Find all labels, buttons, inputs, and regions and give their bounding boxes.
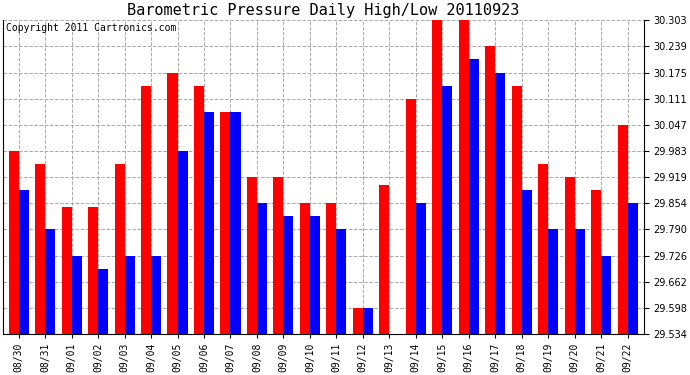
Bar (564, 177, 575, 334)
Bar (61, 207, 72, 334)
Bar (310, 216, 320, 334)
Bar (72, 255, 81, 334)
Bar (442, 86, 453, 334)
Bar (538, 164, 548, 334)
Bar (469, 60, 479, 334)
Bar (618, 125, 628, 334)
Bar (220, 112, 230, 334)
Bar (601, 255, 611, 334)
Bar (88, 207, 98, 334)
Bar (168, 72, 177, 334)
Bar (591, 190, 601, 334)
Bar (19, 190, 29, 334)
Bar (257, 203, 267, 334)
Bar (353, 308, 363, 334)
Bar (35, 164, 45, 334)
Bar (8, 151, 19, 334)
Bar (337, 230, 346, 334)
Bar (416, 203, 426, 334)
Bar (45, 230, 55, 334)
Bar (273, 177, 284, 334)
Title: Barometric Pressure Daily High/Low 20110923: Barometric Pressure Daily High/Low 20110… (127, 3, 520, 18)
Bar (141, 86, 151, 334)
Bar (300, 203, 310, 334)
Bar (151, 255, 161, 334)
Bar (380, 184, 389, 334)
Bar (230, 112, 241, 334)
Bar (326, 203, 337, 334)
Bar (548, 230, 558, 334)
Bar (485, 46, 495, 334)
Bar (98, 268, 108, 334)
Bar (495, 72, 505, 334)
Bar (284, 216, 293, 334)
Bar (247, 177, 257, 334)
Bar (522, 190, 532, 334)
Bar (575, 230, 584, 334)
Bar (459, 20, 469, 334)
Bar (194, 86, 204, 334)
Text: Copyright 2011 Cartronics.com: Copyright 2011 Cartronics.com (6, 24, 177, 33)
Bar (432, 20, 442, 334)
Bar (628, 203, 638, 334)
Bar (406, 99, 416, 334)
Bar (204, 112, 214, 334)
Bar (512, 86, 522, 334)
Bar (115, 164, 125, 334)
Bar (125, 255, 135, 334)
Bar (363, 308, 373, 334)
Bar (177, 151, 188, 334)
